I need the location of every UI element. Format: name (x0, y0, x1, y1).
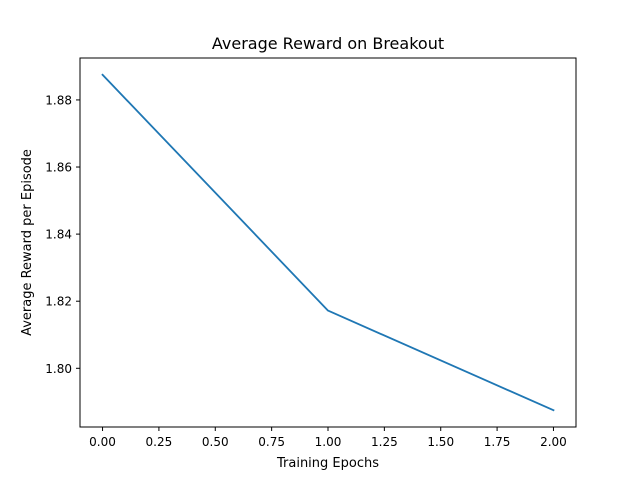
x-tick-label: 0.25 (146, 435, 173, 449)
x-tick-label: 1.25 (371, 435, 398, 449)
x-tick-label: 0.00 (89, 435, 116, 449)
x-tick-label: 0.50 (202, 435, 229, 449)
x-tick-label: 1.75 (484, 435, 511, 449)
plot-frame (79, 57, 577, 428)
y-tick-label: 1.88 (45, 93, 72, 107)
x-tick-label: 0.75 (258, 435, 285, 449)
y-tick-label: 1.84 (45, 228, 72, 242)
chart-title: Average Reward on Breakout (212, 34, 444, 53)
y-tick-label: 1.80 (45, 362, 72, 376)
series-layer (101, 73, 555, 412)
x-axis-label: Training Epochs (276, 456, 379, 471)
y-axis-ticks: 1.80 1.82 1.84 1.86 1.88 (45, 93, 80, 376)
y-axis-label: Average Reward per Episode (20, 149, 35, 336)
series-line (101, 73, 555, 412)
y-tick-label: 1.82 (45, 295, 72, 309)
y-tick-label: 1.86 (45, 161, 72, 175)
x-tick-label: 2.00 (540, 435, 567, 449)
x-axis-ticks: 0.00 0.25 0.50 0.75 1.00 1.25 1.50 1.75 2.00 (89, 427, 567, 449)
x-tick-label: 1.50 (427, 435, 454, 449)
x-tick-label: 1.00 (315, 435, 342, 449)
